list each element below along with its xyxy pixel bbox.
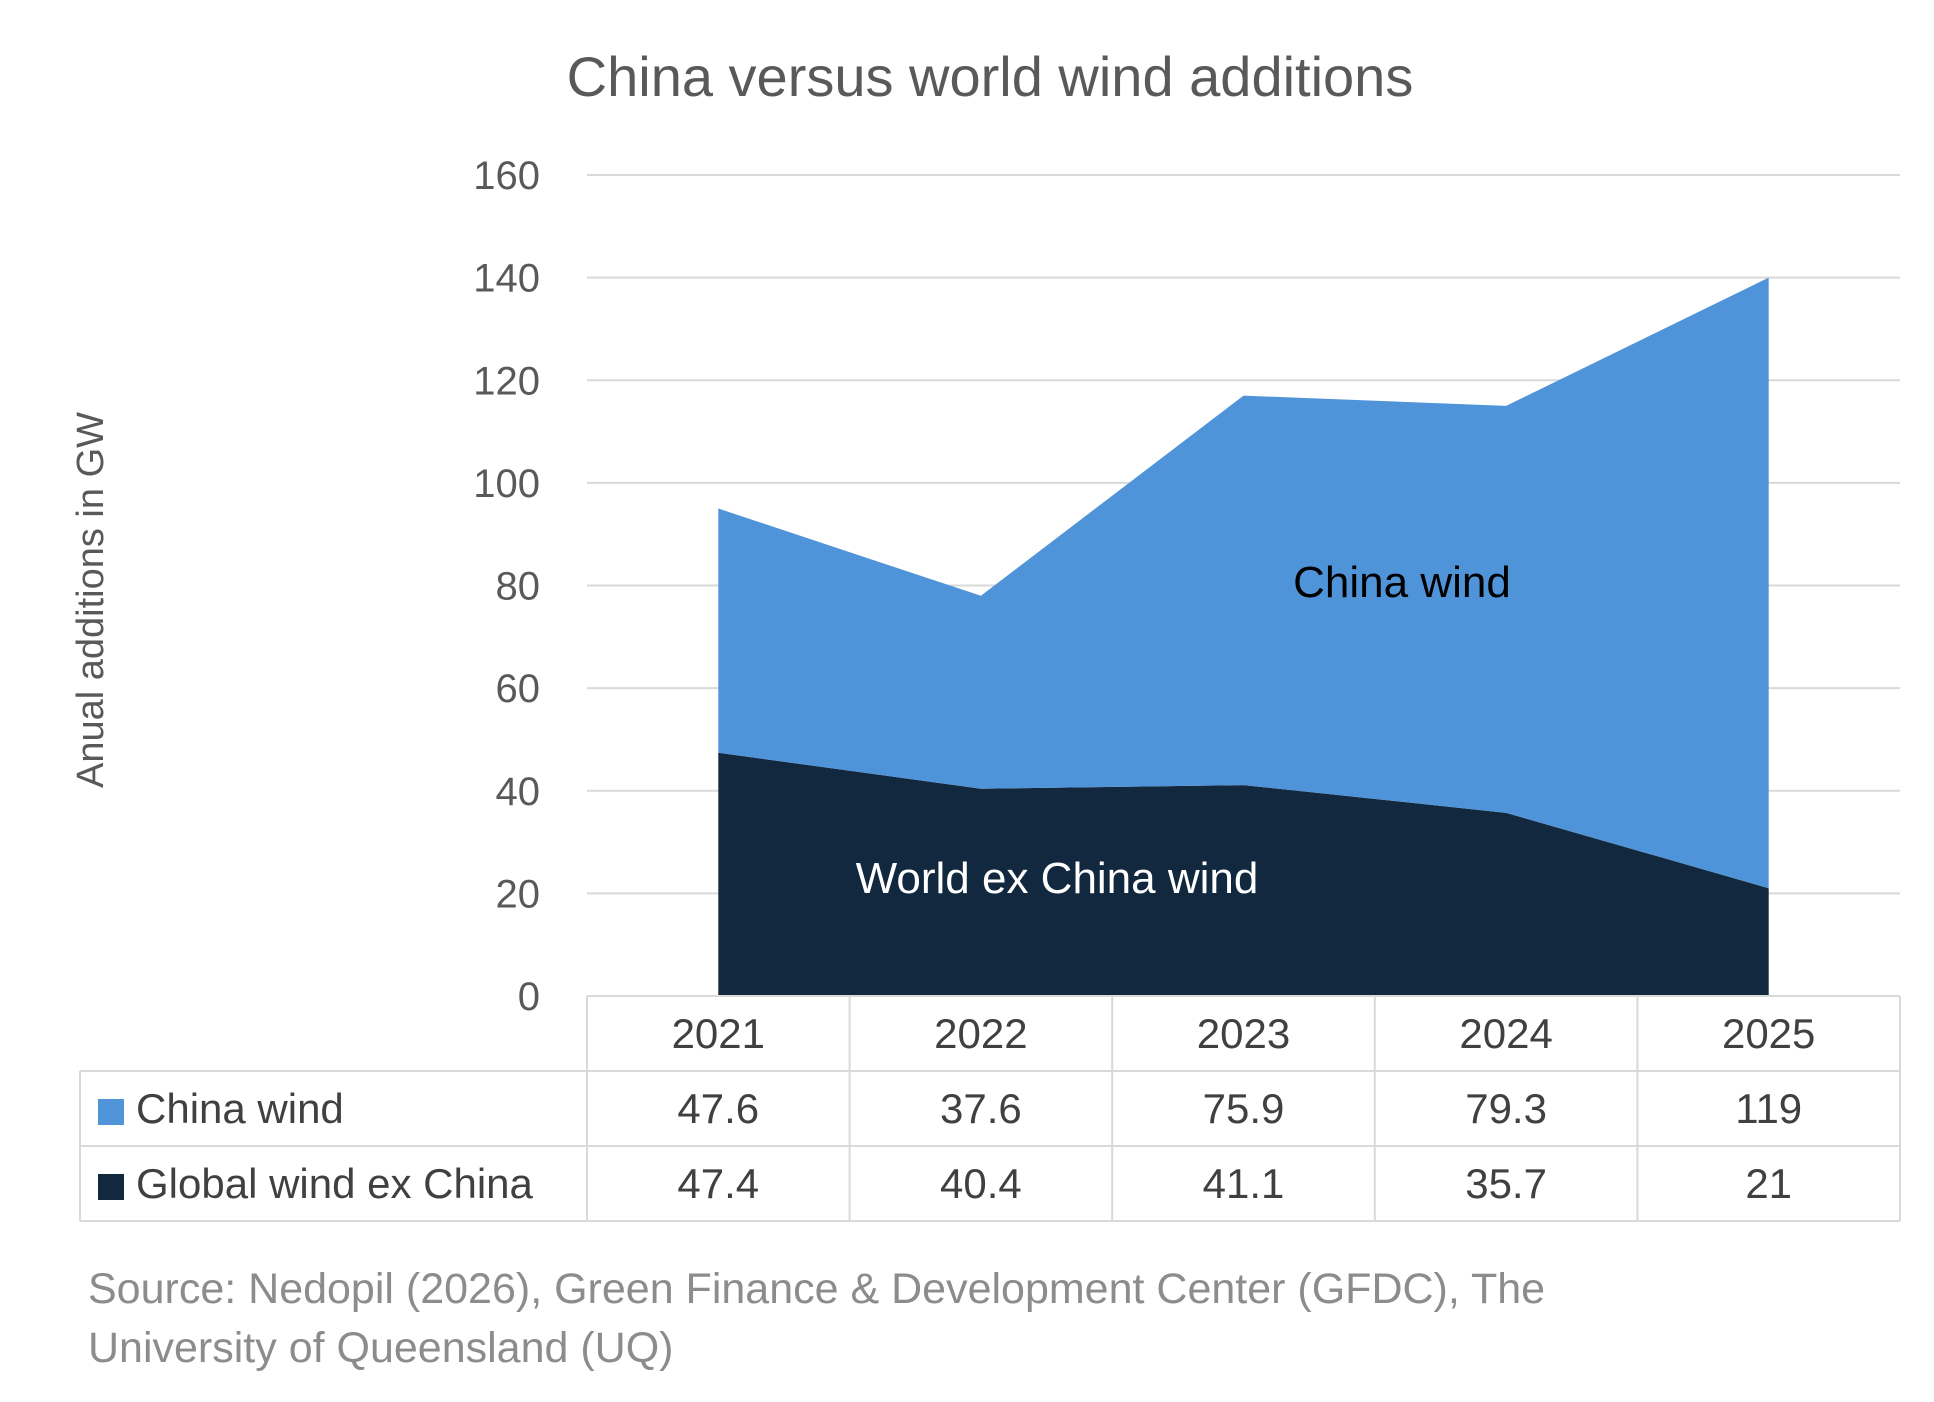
table-cell-global-wind-ex-china-2025: 21 (1745, 1160, 1792, 1207)
table-cell-china-wind-2024: 79.3 (1465, 1085, 1547, 1132)
y-tick-0: 0 (518, 975, 540, 1019)
x-tick-2024: 2024 (1459, 1010, 1552, 1057)
area-china-wind (718, 277, 1769, 889)
x-tick-2025: 2025 (1722, 1010, 1815, 1057)
table-row-label-china-wind: China wind (136, 1085, 344, 1132)
table-cell-global-wind-ex-china-2024: 35.7 (1465, 1160, 1547, 1207)
area-labels: World ex China wind China wind (856, 558, 1511, 903)
source-line-1: Source: Nedopil (2026), Green Finance & … (88, 1265, 1545, 1313)
area-series (718, 277, 1769, 996)
y-tick-120: 120 (473, 359, 540, 403)
legend-key-global-wind-ex-china (98, 1174, 124, 1200)
table-cell-china-wind-2025: 119 (1735, 1085, 1802, 1132)
y-tick-100: 100 (473, 462, 540, 506)
table-cell-global-wind-ex-china-2021: 47.4 (677, 1160, 759, 1207)
y-tick-140: 140 (473, 257, 540, 301)
x-tick-2023: 2023 (1197, 1010, 1290, 1057)
x-tick-2021: 2021 (672, 1010, 765, 1057)
chart-title: China versus world wind additions (567, 45, 1414, 108)
table-cell-global-wind-ex-china-2022: 40.4 (940, 1160, 1022, 1207)
area-global-wind-ex-china (718, 752, 1769, 996)
table-row-label-global-wind-ex-china: Global wind ex China (136, 1160, 534, 1207)
y-tick-labels: 0 20 40 60 80 100 120 140 160 (473, 154, 540, 1019)
y-tick-80: 80 (496, 565, 541, 609)
legend-key-china-wind (98, 1099, 124, 1125)
area-label-1: China wind (1293, 558, 1511, 607)
area-label-0: World ex China wind (856, 854, 1259, 903)
table-cell-china-wind-2023: 75.9 (1203, 1085, 1285, 1132)
y-tick-20: 20 (496, 872, 541, 916)
y-tick-60: 60 (496, 667, 541, 711)
table-cell-china-wind-2022: 37.6 (940, 1085, 1022, 1132)
table-cell-china-wind-2021: 47.6 (677, 1085, 759, 1132)
table-cell-global-wind-ex-china-2023: 41.1 (1203, 1160, 1285, 1207)
source-line-2: University of Queensland (UQ) (88, 1324, 674, 1372)
data-table: 2021 2022 2023 2024 2025 China wind 47.6 37.6 75… (79, 995, 1901, 1222)
y-axis-label: Anual additions in GW (70, 412, 112, 788)
x-tick-2022: 2022 (934, 1010, 1027, 1057)
y-tick-160: 160 (473, 154, 540, 198)
y-tick-40: 40 (496, 770, 541, 814)
